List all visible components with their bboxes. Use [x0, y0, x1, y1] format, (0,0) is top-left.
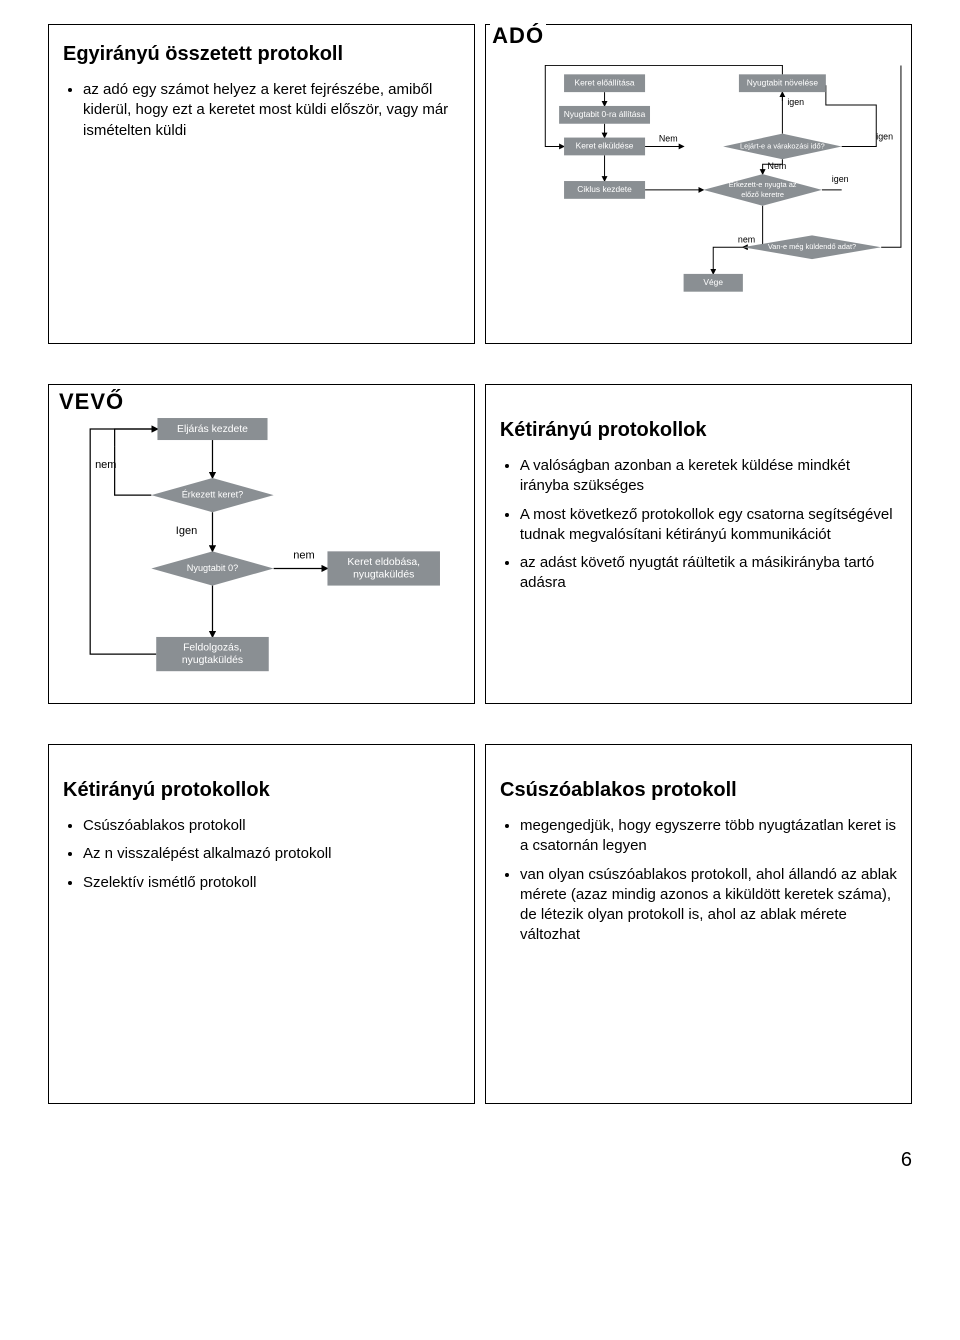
panel-text-egyiranyu: Egyirányú összetett protokoll az adó egy… [48, 24, 475, 344]
panel-title: Kétirányú protokollok [500, 419, 897, 442]
panel-text-ketiranyu-2: Kétirányú protokollok Csúszóablakos prot… [48, 744, 475, 1104]
node-label: Ciklus kezdete [577, 184, 632, 194]
panel-title: Csúszóablakos protokoll [500, 779, 897, 802]
panel-text-csuszoablakos: Csúszóablakos protokoll megengedjük, hog… [485, 744, 912, 1104]
list-item: Az n visszalépést alkalmazó protokoll [83, 844, 460, 864]
list-item: megengedjük, hogy egyszerre több nyugtáz… [520, 816, 897, 857]
edge-label: nem [738, 234, 755, 244]
node-label: Eljárás kezdete [177, 424, 248, 435]
flow-node-keret_elkuld: Keret elküldése [564, 138, 645, 156]
edge-label: nem [293, 550, 314, 562]
flow-node-eljaras: Eljárás kezdete [157, 418, 267, 440]
node-label: Nyugtabit 0? [187, 563, 238, 573]
node-label: Keret elküldése [576, 141, 634, 151]
flow-node-lejart: Lejárt-e a várakozási idő? [723, 134, 842, 160]
node-label: Érkezett-e nyugta az [729, 180, 797, 189]
node-label: Keret eldobása, [347, 557, 420, 568]
page-number: 6 [901, 1149, 912, 1172]
flow-node-feldolg: Feldolgozás,nyugtaküldés [156, 637, 269, 671]
ado-flowchart-svg: Nem igen Nem igen igen nem Keret előállítása N… [486, 25, 911, 343]
vevo-flowchart-svg: nem Igen nem Eljárás kezdete Érkezett keret… [49, 385, 474, 703]
list-item: az adó egy számot helyez a keret fejrész… [83, 80, 460, 141]
node-label: Van-e még küldendő adat? [768, 242, 856, 251]
edge-label: Nem [659, 134, 678, 144]
edge-label: igen [832, 174, 849, 184]
node-label: Nyugtabit növelése [747, 77, 819, 87]
node-label: nyugtaküldés [182, 655, 243, 666]
flow-node-nyug0: Nyugtabit 0-ra állítása [559, 106, 650, 124]
flow-node-ciklus: Ciklus kezdete [564, 181, 645, 199]
edge-label: igen [876, 132, 893, 142]
list-item: A most következő protokollok egy csatorn… [520, 505, 897, 546]
flow-edge [115, 429, 158, 446]
bullet-list: A valóságban azonban a keretek küldése m… [500, 456, 897, 594]
node-label: Érkezett keret? [182, 489, 244, 499]
panel-flow-ado: ADÓ NemigenNemigenigennem Keret előállít… [485, 24, 912, 344]
node-label: Keret előállítása [575, 77, 635, 87]
flow-edge [713, 247, 743, 274]
panel-text-ketiranyu-1: Kétirányú protokollok A valóságban azonb… [485, 384, 912, 704]
flow-edge [881, 65, 901, 247]
bullet-list: az adó egy számot helyez a keret fejrész… [63, 80, 460, 141]
edge-label: nem [95, 459, 116, 471]
flow-node-keret_elo: Keret előállítása [564, 74, 645, 92]
edge-label: igen [788, 97, 805, 107]
panel-title: Egyirányú összetett protokoll [63, 43, 460, 66]
panel-title: Kétirányú protokollok [63, 779, 460, 802]
node-label: előző keretre [741, 190, 784, 199]
list-item: van olyan csúszóablakos protokoll, ahol … [520, 865, 897, 946]
node-label: Vége [704, 277, 724, 287]
flow-node-nyug_nov: Nyugtabit növelése [739, 74, 826, 92]
flow-node-vanmeg: Van-e még küldendő adat? [743, 235, 881, 259]
list-item: Csúszóablakos protokoll [83, 816, 460, 836]
flow-edge [826, 85, 876, 146]
list-item: az adást követő nyugtát ráültetik a mási… [520, 553, 897, 594]
list-item: Szelektív ismétlő protokoll [83, 873, 460, 893]
panel-flow-vevo: VEVŐ nemIgennem Eljárás kezdeteÉrkezett … [48, 384, 475, 704]
flow-node-eldob: Keret eldobása,nyugtaküldés [327, 551, 440, 585]
node-label: Nyugtabit 0-ra állítása [564, 109, 646, 119]
flow-node-nyug0q: Nyugtabit 0? [151, 551, 273, 585]
list-item: A valóságban azonban a keretek küldése m… [520, 456, 897, 497]
bullet-list: megengedjük, hogy egyszerre több nyugtáz… [500, 816, 897, 946]
edge-label: Nem [768, 161, 787, 171]
flow-node-erkezett: Érkezett-e nyugta azelőző keretre [704, 174, 823, 206]
node-label: Lejárt-e a várakozási idő? [740, 141, 825, 150]
flow-node-erk_keret: Érkezett keret? [151, 478, 273, 512]
bullet-list: Csúszóablakos protokoll Az n visszalépés… [63, 816, 460, 893]
edge-label: Igen [176, 525, 197, 537]
node-label: nyugtaküldés [353, 569, 414, 580]
node-label: Feldolgozás, [183, 643, 242, 654]
flow-node-vege: Vége [684, 274, 743, 292]
flow-edge [115, 446, 152, 495]
